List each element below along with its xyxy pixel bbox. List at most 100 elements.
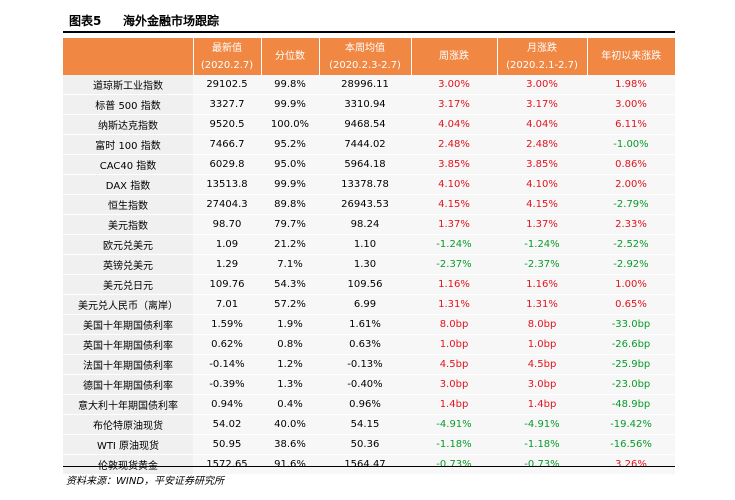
- row-name: CAC40 指数: [63, 154, 193, 175]
- row-week-avg: -0.40%: [319, 374, 411, 395]
- row-week-avg: 98.24: [319, 214, 411, 235]
- row-week-change: -1.24%: [411, 234, 497, 255]
- row-percentile: 0.8%: [261, 334, 319, 355]
- row-name: 欧元兑美元: [63, 234, 193, 255]
- table-row: 标普 500 指数 3327.7 99.9% 3310.94 3.17% 3.17% 3.0…: [63, 94, 675, 115]
- row-ytd-change: -2.79%: [587, 194, 675, 215]
- row-name: 道琼斯工业指数: [63, 75, 193, 95]
- row-percentile: 79.7%: [261, 214, 319, 235]
- row-month-change: 4.15%: [497, 194, 587, 215]
- row-name: 德国十年期国债利率: [63, 374, 193, 395]
- row-percentile: 99.9%: [261, 94, 319, 115]
- row-latest: 0.94%: [193, 394, 261, 415]
- row-week-change: 1.31%: [411, 294, 497, 315]
- row-month-change: 4.04%: [497, 114, 587, 135]
- table-row: CAC40 指数 6029.8 95.0% 5964.18 3.85% 3.85% 0.86…: [63, 154, 675, 175]
- bottom-divider: [63, 466, 675, 467]
- row-latest: 98.70: [193, 214, 261, 235]
- row-week-change: 3.17%: [411, 94, 497, 115]
- row-latest: 0.62%: [193, 334, 261, 355]
- row-week-change: 8.0bp: [411, 314, 497, 335]
- row-latest: 1.29: [193, 254, 261, 275]
- row-month-change: 1.31%: [497, 294, 587, 315]
- row-percentile: 95.2%: [261, 134, 319, 155]
- row-percentile: 1.9%: [261, 314, 319, 335]
- row-week-avg: 54.15: [319, 414, 411, 435]
- row-month-change: 1.37%: [497, 214, 587, 235]
- row-name: 法国十年期国债利率: [63, 354, 193, 375]
- row-week-avg: 9468.54: [319, 114, 411, 135]
- table-row: 德国十年期国债利率 -0.39% 1.3% -0.40% 3.0bp 3.0bp -23.0…: [63, 374, 675, 395]
- table-row: WTI 原油现货 50.95 38.6% 50.36 -1.18% -1.18% -16.5…: [63, 434, 675, 455]
- table-row: 英国十年期国债利率 0.62% 0.8% 0.63% 1.0bp 1.0bp -26.6bp: [63, 334, 675, 355]
- row-week-avg: 6.99: [319, 294, 411, 315]
- row-week-avg: 1.30: [319, 254, 411, 275]
- row-latest: 29102.5: [193, 75, 261, 95]
- figure-label: 图表5: [69, 14, 102, 28]
- row-percentile: 91.6%: [261, 454, 319, 475]
- row-ytd-change: -2.52%: [587, 234, 675, 255]
- row-week-avg: 1.10: [319, 234, 411, 255]
- row-week-change: 4.5bp: [411, 354, 497, 375]
- header-week-change: 周涨跌: [411, 38, 498, 75]
- row-month-change: 3.00%: [497, 75, 587, 95]
- row-latest: 6029.8: [193, 154, 261, 175]
- row-latest: 27404.3: [193, 194, 261, 215]
- table-row: 美元兑人民币（离岸） 7.01 57.2% 6.99 1.31% 1.31% 0.65%: [63, 294, 675, 315]
- table-row: 欧元兑美元 1.09 21.2% 1.10 -1.24% -1.24% -2.52%: [63, 234, 675, 255]
- table-row: 美国十年期国债利率 1.59% 1.9% 1.61% 8.0bp 8.0bp -33.0bp: [63, 314, 675, 335]
- row-name: 美元兑人民币（离岸）: [63, 294, 193, 315]
- table-row: 英镑兑美元 1.29 7.1% 1.30 -2.37% -2.37% -2.92%: [63, 254, 675, 275]
- row-week-change: 3.00%: [411, 75, 497, 95]
- row-week-change: 4.15%: [411, 194, 497, 215]
- row-latest: 50.95: [193, 434, 261, 455]
- row-latest: 7.01: [193, 294, 261, 315]
- row-ytd-change: -33.0bp: [587, 314, 675, 335]
- row-month-change: 3.85%: [497, 154, 587, 175]
- row-name: DAX 指数: [63, 174, 193, 195]
- row-week-change: 3.85%: [411, 154, 497, 175]
- row-month-change: 4.10%: [497, 174, 587, 195]
- row-percentile: 1.2%: [261, 354, 319, 375]
- row-ytd-change: 1.98%: [587, 75, 675, 95]
- row-week-change: -4.91%: [411, 414, 497, 435]
- row-name: 美元指数: [63, 214, 193, 235]
- table-row: 恒生指数 27404.3 89.8% 26943.53 4.15% 4.15% -2.79%: [63, 194, 675, 215]
- row-ytd-change: -2.92%: [587, 254, 675, 275]
- row-percentile: 0.4%: [261, 394, 319, 415]
- row-name: 美国十年期国债利率: [63, 314, 193, 335]
- row-week-avg: 109.56: [319, 274, 411, 295]
- row-latest: 9520.5: [193, 114, 261, 135]
- row-latest: 13513.8: [193, 174, 261, 195]
- row-percentile: 99.9%: [261, 174, 319, 195]
- row-week-avg: 5964.18: [319, 154, 411, 175]
- row-ytd-change: 0.86%: [587, 154, 675, 175]
- row-ytd-change: -1.00%: [587, 134, 675, 155]
- row-ytd-change: 3.00%: [587, 94, 675, 115]
- row-week-change: 3.0bp: [411, 374, 497, 395]
- table-row: DAX 指数 13513.8 99.9% 13378.78 4.10% 4.10% 2.00…: [63, 174, 675, 195]
- row-ytd-change: -19.42%: [587, 414, 675, 435]
- row-ytd-change: 3.26%: [587, 454, 675, 475]
- row-latest: -0.14%: [193, 354, 261, 375]
- row-name: 英国十年期国债利率: [63, 334, 193, 355]
- row-week-change: 1.16%: [411, 274, 497, 295]
- figure-title: 图表5 海外金融市场跟踪: [63, 8, 675, 32]
- row-week-change: 2.48%: [411, 134, 497, 155]
- row-name: 标普 500 指数: [63, 94, 193, 115]
- row-percentile: 57.2%: [261, 294, 319, 315]
- header-month-change: 月涨跌 (2020.2.1-2.7): [497, 38, 588, 75]
- row-month-change: 3.0bp: [497, 374, 587, 395]
- row-month-change: 1.16%: [497, 274, 587, 295]
- table-row: 意大利十年期国债利率 0.94% 0.4% 0.96% 1.4bp 1.4bp -48.9b…: [63, 394, 675, 415]
- header-name: [63, 38, 194, 75]
- row-latest: 3327.7: [193, 94, 261, 115]
- row-week-avg: -0.13%: [319, 354, 411, 375]
- row-ytd-change: 0.65%: [587, 294, 675, 315]
- table-row: 美元兑日元 109.76 54.3% 109.56 1.16% 1.16% 1.00%: [63, 274, 675, 295]
- row-week-avg: 3310.94: [319, 94, 411, 115]
- row-percentile: 89.8%: [261, 194, 319, 215]
- table-header: 最新值 (2020.2.7) 分位数 本周均值 (2020.2.3-2.7) 周涨跌…: [63, 38, 675, 75]
- row-month-change: -1.18%: [497, 434, 587, 455]
- header-ytd-change: 年初以来涨跌: [587, 38, 675, 75]
